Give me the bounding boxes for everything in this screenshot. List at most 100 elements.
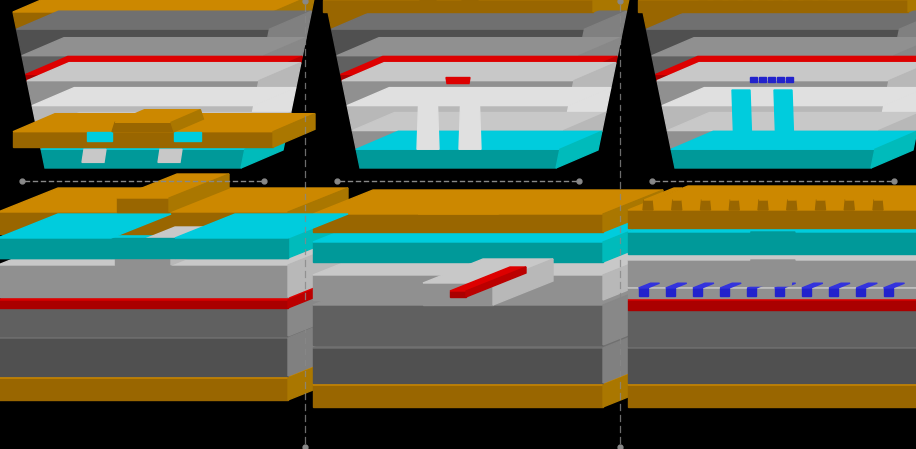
Polygon shape xyxy=(0,314,348,338)
Polygon shape xyxy=(111,238,175,258)
Polygon shape xyxy=(569,63,616,106)
Polygon shape xyxy=(117,174,229,198)
Polygon shape xyxy=(288,314,348,376)
Polygon shape xyxy=(873,200,883,210)
Polygon shape xyxy=(158,149,182,163)
Polygon shape xyxy=(628,361,916,385)
Polygon shape xyxy=(0,238,111,258)
Polygon shape xyxy=(603,190,663,232)
Polygon shape xyxy=(787,200,797,210)
Polygon shape xyxy=(701,200,711,210)
Polygon shape xyxy=(13,12,273,29)
Polygon shape xyxy=(671,149,875,168)
Polygon shape xyxy=(652,38,916,56)
Polygon shape xyxy=(332,29,584,56)
Polygon shape xyxy=(647,11,916,29)
Polygon shape xyxy=(628,348,916,383)
Polygon shape xyxy=(0,265,288,297)
Polygon shape xyxy=(786,77,792,82)
Polygon shape xyxy=(353,131,563,149)
Polygon shape xyxy=(758,77,766,82)
Polygon shape xyxy=(323,0,593,12)
Polygon shape xyxy=(647,29,900,56)
Polygon shape xyxy=(603,218,663,262)
Polygon shape xyxy=(702,188,739,200)
Polygon shape xyxy=(347,106,569,131)
Polygon shape xyxy=(729,200,739,210)
Polygon shape xyxy=(313,361,663,385)
Polygon shape xyxy=(644,188,682,200)
Polygon shape xyxy=(871,131,916,168)
Polygon shape xyxy=(16,11,311,29)
Polygon shape xyxy=(628,186,916,210)
Polygon shape xyxy=(603,324,663,383)
Polygon shape xyxy=(269,0,315,29)
Polygon shape xyxy=(0,212,288,234)
Polygon shape xyxy=(628,385,916,407)
Polygon shape xyxy=(628,210,916,228)
Polygon shape xyxy=(563,88,611,131)
Polygon shape xyxy=(0,378,288,400)
Polygon shape xyxy=(115,251,171,265)
Polygon shape xyxy=(747,260,795,286)
Polygon shape xyxy=(908,0,916,12)
Polygon shape xyxy=(720,288,729,296)
Polygon shape xyxy=(758,200,768,210)
Polygon shape xyxy=(288,214,348,258)
Polygon shape xyxy=(574,57,617,81)
Polygon shape xyxy=(575,38,621,75)
Polygon shape xyxy=(337,56,579,75)
Polygon shape xyxy=(628,232,916,254)
Polygon shape xyxy=(259,57,302,81)
Polygon shape xyxy=(692,288,702,296)
Polygon shape xyxy=(27,63,301,81)
Polygon shape xyxy=(288,241,348,297)
Polygon shape xyxy=(459,90,481,149)
Polygon shape xyxy=(603,281,663,345)
Polygon shape xyxy=(628,310,916,346)
Polygon shape xyxy=(815,200,825,210)
Polygon shape xyxy=(579,11,627,56)
Polygon shape xyxy=(775,288,783,296)
Polygon shape xyxy=(288,354,348,400)
Polygon shape xyxy=(692,283,714,288)
Polygon shape xyxy=(0,308,288,336)
Polygon shape xyxy=(0,241,348,265)
Polygon shape xyxy=(0,338,288,376)
Polygon shape xyxy=(638,283,660,288)
Polygon shape xyxy=(356,149,560,168)
Polygon shape xyxy=(603,251,663,300)
Polygon shape xyxy=(32,88,296,106)
Polygon shape xyxy=(656,57,916,75)
Polygon shape xyxy=(720,283,741,288)
Polygon shape xyxy=(175,214,348,238)
Polygon shape xyxy=(816,188,855,200)
Polygon shape xyxy=(802,288,811,296)
Polygon shape xyxy=(584,0,630,29)
Polygon shape xyxy=(313,214,603,232)
Polygon shape xyxy=(0,284,348,308)
Polygon shape xyxy=(732,90,752,149)
Polygon shape xyxy=(493,259,553,305)
Polygon shape xyxy=(628,264,916,288)
Polygon shape xyxy=(112,122,174,132)
Polygon shape xyxy=(169,174,229,212)
Polygon shape xyxy=(666,283,687,288)
Polygon shape xyxy=(730,188,769,200)
Polygon shape xyxy=(593,0,635,12)
Polygon shape xyxy=(884,283,904,288)
Polygon shape xyxy=(313,190,663,214)
Polygon shape xyxy=(313,218,663,242)
Polygon shape xyxy=(775,283,796,288)
Polygon shape xyxy=(38,113,290,131)
Polygon shape xyxy=(652,56,894,75)
Polygon shape xyxy=(0,188,348,212)
Polygon shape xyxy=(241,131,287,168)
Polygon shape xyxy=(115,227,231,251)
Polygon shape xyxy=(328,12,588,29)
Polygon shape xyxy=(466,267,526,297)
Polygon shape xyxy=(628,236,916,260)
Polygon shape xyxy=(638,0,908,12)
Polygon shape xyxy=(115,110,201,122)
Polygon shape xyxy=(628,324,916,348)
